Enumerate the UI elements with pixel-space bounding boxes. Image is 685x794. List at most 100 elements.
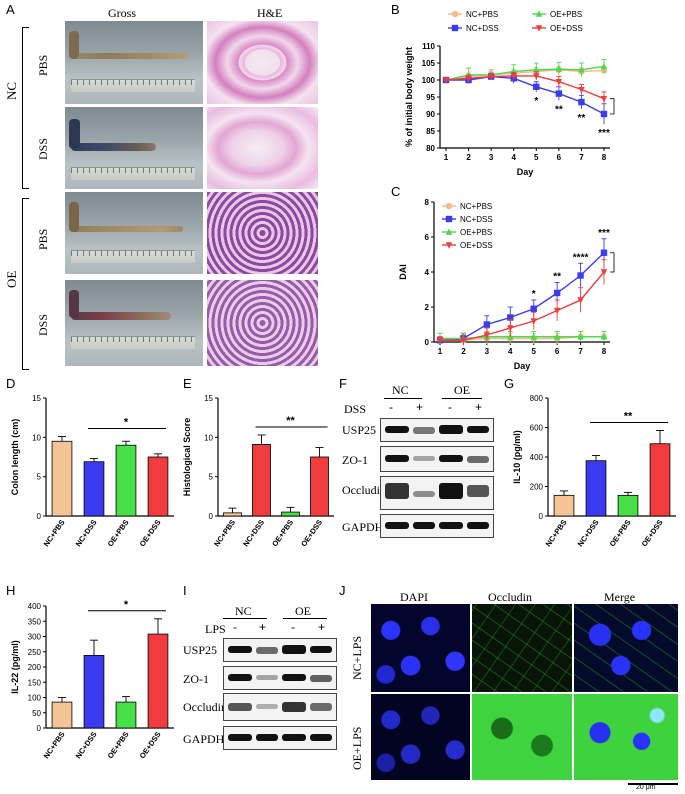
blot-i-sign-4: + bbox=[318, 620, 326, 634]
blot-i-label-gapdh: GAPDH bbox=[183, 732, 225, 746]
chart-b-point-1-7 bbox=[600, 62, 608, 70]
chart-e-category-label-1: NC+DSS bbox=[241, 518, 266, 548]
blot-f-sign-3: - bbox=[448, 400, 452, 414]
group-label-nc: NC bbox=[4, 81, 19, 100]
chart-c-legend-marker-1 bbox=[445, 215, 453, 223]
chart-g-bar-3 bbox=[649, 443, 671, 517]
chart-c-bracket bbox=[610, 252, 615, 273]
blot-i-group-oe: OE bbox=[295, 604, 311, 618]
chart-b-point-3-0 bbox=[442, 77, 450, 84]
chart-c-series-line-2 bbox=[440, 336, 604, 340]
chart-b-point-3-2 bbox=[487, 73, 495, 81]
chart-c-legend-marker-0 bbox=[445, 202, 453, 210]
chart-e-ytick-label-2: 10 bbox=[204, 433, 213, 442]
row-label-pbs-2: PBS bbox=[36, 228, 50, 250]
chart-c-point-1-6 bbox=[577, 272, 584, 279]
chart-b-point-2-4 bbox=[533, 83, 540, 90]
chart-e-ytick-label-1: 5 bbox=[209, 473, 214, 482]
chart-h-ylabel: IL-22 (pg/ml) bbox=[10, 640, 20, 694]
chart-c-xtick-label-2: 3 bbox=[485, 347, 490, 356]
chart-c-ytick-label-2: 4 bbox=[425, 268, 430, 277]
chart-e-ytick-label-0: 0 bbox=[209, 512, 214, 521]
western-blot-f: NC OE DSS - + - + USP25 ZO-1 Occludin GA… bbox=[342, 380, 502, 580]
blot-i-label-zo1: ZO-1 bbox=[183, 672, 209, 686]
scale-bar bbox=[628, 783, 678, 785]
blot-f-label-occludin: Occludin bbox=[342, 483, 386, 497]
row-label-oe-lps: OE+LPS bbox=[350, 726, 364, 770]
chart-b-ytick-label-1: 85 bbox=[426, 127, 435, 136]
chart-b-annotation-0: * bbox=[534, 96, 538, 107]
fluor-dapi-oe-lps bbox=[371, 694, 470, 780]
chart-b-body-weight: 80 85 90 95 100 105 110 1 2 3 4 5 6 7 8 Day % of initial… bbox=[404, 10, 615, 177]
chart-b-legend-marker-0 bbox=[451, 10, 459, 18]
chart-c-ytick-label-0: 0 bbox=[425, 338, 430, 347]
chart-c-point-2-4 bbox=[530, 333, 537, 340]
chart-b-legend-label-2: NC+DSS bbox=[466, 24, 499, 33]
chart-c-point-3-2 bbox=[483, 332, 491, 339]
chart-h-category-label-0: NC+PBS bbox=[42, 730, 67, 760]
western-blot-i: NC OE LPS - + - + USP25 ZO-1 Occludin GA… bbox=[183, 600, 343, 770]
chart-b-ytick-label-6: 110 bbox=[422, 42, 435, 51]
chart-d-category-label-3: OE+DSS bbox=[138, 518, 163, 548]
chart-h-il22: 0 50 100 150 200 250 300 350 400 NC+PBS NC+DSS OE+P… bbox=[10, 599, 174, 760]
chart-h-bar-2 bbox=[115, 701, 137, 729]
chart-b-xtick-label-6: 7 bbox=[579, 153, 584, 162]
chart-g-ytick-label-3: 600 bbox=[530, 424, 544, 433]
chart-d-bar-1 bbox=[83, 461, 105, 517]
chart-d-ytick-label-2: 10 bbox=[32, 433, 41, 442]
chart-b-xtick-label-7: 8 bbox=[602, 153, 607, 162]
chart-c-xlabel: Day bbox=[514, 361, 531, 371]
chart-g-ytick-label-4: 800 bbox=[530, 394, 544, 403]
chart-b-legend-label-0: NC+PBS bbox=[466, 10, 498, 19]
chart-b-point-3-7 bbox=[600, 96, 608, 103]
chart-c-legend-label-1: NC+DSS bbox=[460, 215, 493, 224]
blot-f-sign-4: + bbox=[475, 400, 483, 414]
chart-c-legend-label-0: NC+PBS bbox=[460, 202, 492, 211]
header-merge: Merge bbox=[604, 590, 636, 604]
chart-d-sig-label: * bbox=[124, 417, 129, 429]
row-label-dss-2: DSS bbox=[36, 313, 50, 336]
chart-d-ytick-label-0: 0 bbox=[37, 512, 42, 521]
panel-letter-e: E bbox=[183, 376, 192, 391]
chart-e-sig-label: ** bbox=[286, 415, 295, 427]
gross-photo-nc-pbs bbox=[65, 21, 203, 104]
blot-f-group-oe: OE bbox=[454, 383, 470, 397]
blot-i-label-usp25: USP25 bbox=[183, 643, 218, 657]
fluor-dapi-nc-lps bbox=[371, 604, 470, 692]
panel-letter-i: I bbox=[183, 583, 187, 598]
panel-letter-a: A bbox=[6, 2, 15, 17]
header-he: H&E bbox=[257, 6, 283, 20]
blot-i-sign-2: + bbox=[259, 620, 267, 634]
chart-g-bar-2 bbox=[617, 494, 639, 517]
chart-e-bar-2 bbox=[281, 511, 300, 517]
chart-c-xtick-label-4: 5 bbox=[531, 347, 536, 356]
chart-h-category-label-1: NC+DSS bbox=[74, 730, 99, 760]
chart-h-ytick-label-8: 400 bbox=[28, 602, 42, 611]
he-photo-oe-dss bbox=[207, 280, 318, 366]
chart-c-xtick-label-3: 4 bbox=[508, 347, 513, 356]
chart-d-category-label-2: OE+PBS bbox=[106, 518, 131, 548]
chart-h-ytick-label-1: 50 bbox=[32, 709, 41, 718]
chart-b-xtick-label-5: 6 bbox=[557, 153, 562, 162]
chart-b-point-3-6 bbox=[578, 86, 585, 94]
chart-c-series-line-1 bbox=[439, 252, 605, 341]
chart-d-bar-2 bbox=[115, 444, 137, 517]
he-photo-nc-pbs bbox=[207, 21, 318, 104]
chart-d-bar-0 bbox=[51, 440, 73, 517]
chart-h-ytick-label-6: 300 bbox=[28, 633, 42, 642]
panel-letter-g: G bbox=[504, 376, 515, 391]
chart-c-annotation-0: * bbox=[532, 289, 536, 300]
chart-d-bar-3 bbox=[147, 456, 169, 517]
chart-c-point-2-6 bbox=[577, 333, 584, 340]
chart-b-ytick-label-4: 100 bbox=[422, 76, 436, 85]
chart-e-ytick-label-3: 15 bbox=[204, 394, 213, 403]
chart-b-ytick-label-3: 95 bbox=[426, 93, 435, 102]
chart-b-annotation-1: ** bbox=[555, 104, 563, 115]
chart-b-ytick-label-2: 90 bbox=[426, 110, 435, 119]
chart-d-category-label-0: NC+PBS bbox=[42, 518, 67, 548]
chart-g-il10: 0 200 400 600 800 NC+PBS NC+DSS OE+PBS OE+DSS IL-… bbox=[512, 394, 676, 548]
chart-h-ytick-label-7: 350 bbox=[28, 617, 42, 626]
chart-b-point-1-4 bbox=[533, 66, 540, 73]
chart-b-point-3-3 bbox=[510, 73, 517, 80]
header-dapi: DAPI bbox=[400, 590, 429, 604]
